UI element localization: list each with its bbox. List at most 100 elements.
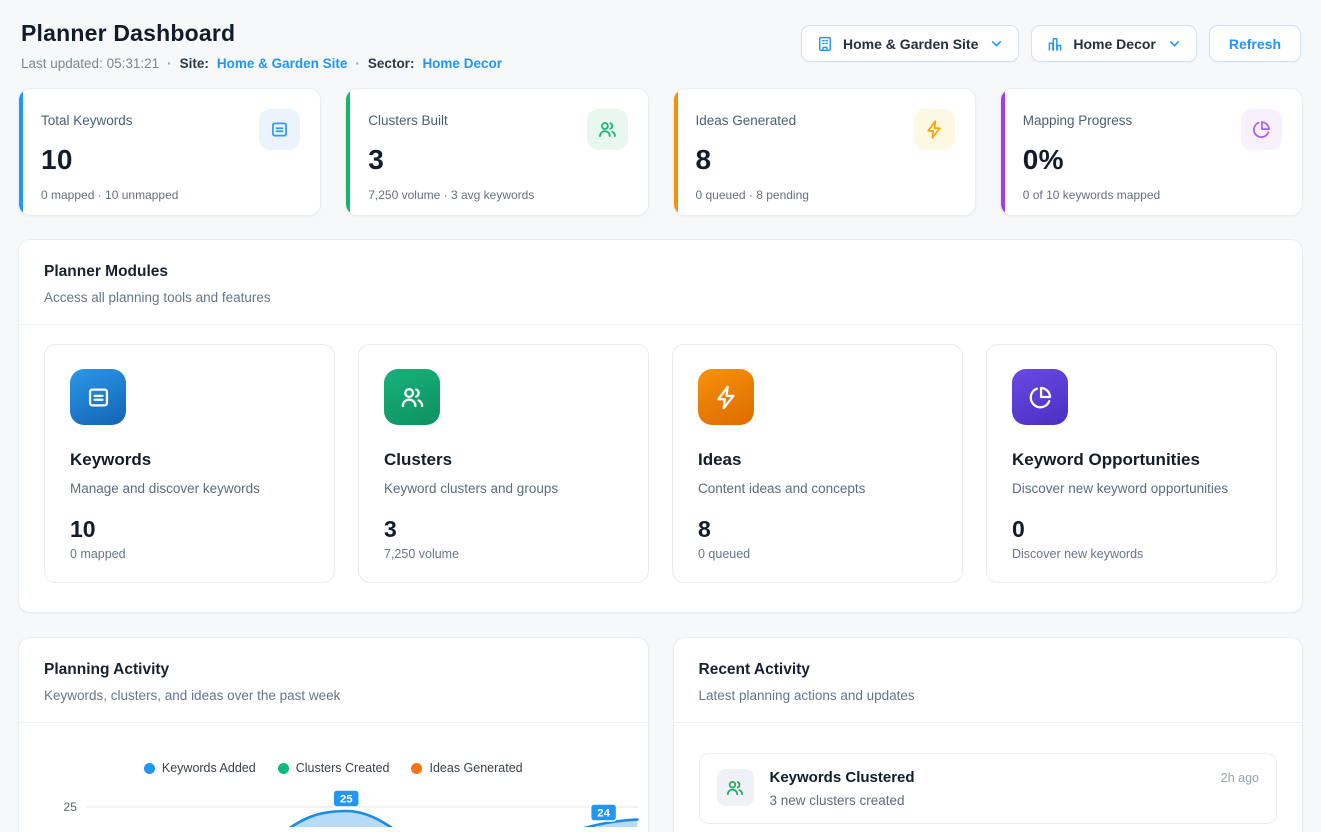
stat-card-ideas-generated: Ideas Generated 8 0 queued · 8 pending (673, 88, 976, 216)
module-title: Keyword Opportunities (1012, 450, 1252, 470)
module-value: 10 (70, 516, 310, 543)
stat-card-total-keywords: Total Keywords 10 0 mapped · 10 unmapped (18, 88, 321, 216)
svg-text:25: 25 (340, 793, 353, 805)
stat-card-clusters-built: Clusters Built 3 7,250 volume · 3 avg ke… (345, 88, 648, 216)
stat-card-mapping-progress: Mapping Progress 0% 0 of 10 keywords map… (1000, 88, 1303, 216)
lightning-bolt-icon (698, 369, 754, 425)
site-selector-label: Home & Garden Site (843, 36, 978, 52)
panel-subtitle: Access all planning tools and features (44, 290, 1277, 305)
document-lines-icon (70, 369, 126, 425)
area-chart: 25 25 24 (19, 781, 648, 827)
planner-modules-head: Planner Modules Access all planning tool… (19, 240, 1302, 325)
planning-activity-head: Planning Activity Keywords, clusters, an… (19, 638, 648, 723)
recent-activity-head: Recent Activity Latest planning actions … (674, 638, 1303, 723)
stat-subtext: 7,250 volume · 3 avg keywords (368, 188, 627, 202)
pie-chart-icon (1012, 369, 1068, 425)
planning-activity-panel: Planning Activity Keywords, clusters, an… (18, 637, 649, 832)
stat-value: 10 (41, 144, 300, 176)
document-lines-icon (259, 109, 300, 150)
refresh-button[interactable]: Refresh (1209, 25, 1301, 62)
point-label-badge: 25 (333, 790, 359, 807)
module-card-ideas[interactable]: Ideas Content ideas and concepts 8 0 que… (672, 344, 963, 583)
module-title: Keywords (70, 450, 310, 470)
legend-item-ideas-generated: Ideas Generated (411, 761, 522, 775)
module-card-clusters[interactable]: Clusters Keyword clusters and groups 3 7… (358, 344, 649, 583)
stat-subtext: 0 mapped · 10 unmapped (41, 188, 300, 202)
bar-chart-icon (1046, 35, 1064, 53)
activity-top-row: Keywords Clustered 2h ago (770, 769, 1260, 786)
stat-title: Clusters Built (368, 109, 448, 128)
module-subtext: Discover new keywords (1012, 547, 1252, 561)
chevron-down-icon (989, 36, 1004, 51)
legend-label: Clusters Created (296, 761, 390, 775)
legend-label: Ideas Generated (429, 761, 522, 775)
sector-selector-dropdown[interactable]: Home Decor (1031, 25, 1196, 62)
area-fill (270, 811, 414, 827)
y-axis-tick-label: 25 (64, 800, 78, 814)
module-description: Manage and discover keywords (70, 481, 310, 496)
module-description: Discover new keyword opportunities (1012, 481, 1252, 496)
stat-title: Total Keywords (41, 109, 133, 128)
page-header: Planner Dashboard Last updated: 05:31:21… (18, 14, 1303, 71)
site-label: Site: (180, 56, 209, 71)
sector-selector-label: Home Decor (1073, 36, 1155, 52)
module-value: 0 (1012, 516, 1252, 543)
module-title: Ideas (698, 450, 938, 470)
planner-dashboard-page: Planner Dashboard Last updated: 05:31:21… (0, 0, 1321, 832)
chart-legend: Keywords Added Clusters Created Ideas Ge… (19, 761, 648, 775)
sector-label: Sector: (368, 56, 415, 71)
module-card-keyword-opportunities[interactable]: Keyword Opportunities Discover new keywo… (986, 344, 1277, 583)
planning-activity-chart: Keywords Added Clusters Created Ideas Ge… (19, 761, 648, 827)
bottom-row: Planning Activity Keywords, clusters, an… (18, 637, 1303, 832)
recent-activity-list: Keywords Clustered 2h ago 3 new clusters… (674, 723, 1303, 824)
point-label-badge: 24 (591, 804, 617, 821)
panel-subtitle: Keywords, clusters, and ideas over the p… (44, 688, 623, 703)
users-icon (587, 109, 628, 150)
pie-chart-icon (1241, 109, 1282, 150)
stat-value: 0% (1023, 144, 1282, 176)
page-title: Planner Dashboard (21, 20, 502, 47)
legend-item-keywords-added: Keywords Added (144, 761, 256, 775)
activity-content: Keywords Clustered 2h ago 3 new clusters… (770, 769, 1260, 808)
panel-title: Planner Modules (44, 263, 1277, 281)
legend-dot-icon (411, 763, 422, 774)
stat-value: 8 (696, 144, 955, 176)
stat-title: Ideas Generated (696, 109, 797, 128)
module-value: 3 (384, 516, 624, 543)
panel-subtitle: Latest planning actions and updates (699, 688, 1278, 703)
page-subheader: Last updated: 05:31:21 · Site: Home & Ga… (21, 56, 502, 71)
last-updated-text: Last updated: 05:31:21 (21, 56, 159, 71)
stat-subtext: 0 queued · 8 pending (696, 188, 955, 202)
module-title: Clusters (384, 450, 624, 470)
chevron-down-icon (1167, 36, 1182, 51)
users-icon (384, 369, 440, 425)
module-subtext: 0 mapped (70, 547, 310, 561)
legend-item-clusters-created: Clusters Created (278, 761, 390, 775)
activity-item-keywords-clustered[interactable]: Keywords Clustered 2h ago 3 new clusters… (699, 753, 1278, 824)
modules-grid: Keywords Manage and discover keywords 10… (19, 325, 1302, 612)
header-actions: Home & Garden Site Home Decor (801, 25, 1301, 62)
legend-dot-icon (278, 763, 289, 774)
module-subtext: 0 queued (698, 547, 938, 561)
building-icon (816, 35, 834, 53)
separator-dot: · (355, 56, 360, 71)
module-description: Keyword clusters and groups (384, 481, 624, 496)
sector-link[interactable]: Home Decor (422, 56, 502, 71)
stats-row: Total Keywords 10 0 mapped · 10 unmapped… (18, 88, 1303, 216)
site-selector-dropdown[interactable]: Home & Garden Site (801, 25, 1019, 62)
recent-activity-panel: Recent Activity Latest planning actions … (673, 637, 1304, 832)
stat-title: Mapping Progress (1023, 109, 1133, 128)
legend-dot-icon (144, 763, 155, 774)
site-link[interactable]: Home & Garden Site (217, 56, 348, 71)
activity-timestamp: 2h ago (1221, 771, 1259, 785)
activity-description: 3 new clusters created (770, 793, 1260, 808)
planner-modules-panel: Planner Modules Access all planning tool… (18, 239, 1303, 613)
module-subtext: 7,250 volume (384, 547, 624, 561)
stat-value: 3 (368, 144, 627, 176)
legend-label: Keywords Added (162, 761, 256, 775)
module-value: 8 (698, 516, 938, 543)
activity-title: Keywords Clustered (770, 769, 915, 786)
panel-title: Recent Activity (699, 661, 1278, 679)
module-description: Content ideas and concepts (698, 481, 938, 496)
module-card-keywords[interactable]: Keywords Manage and discover keywords 10… (44, 344, 335, 583)
